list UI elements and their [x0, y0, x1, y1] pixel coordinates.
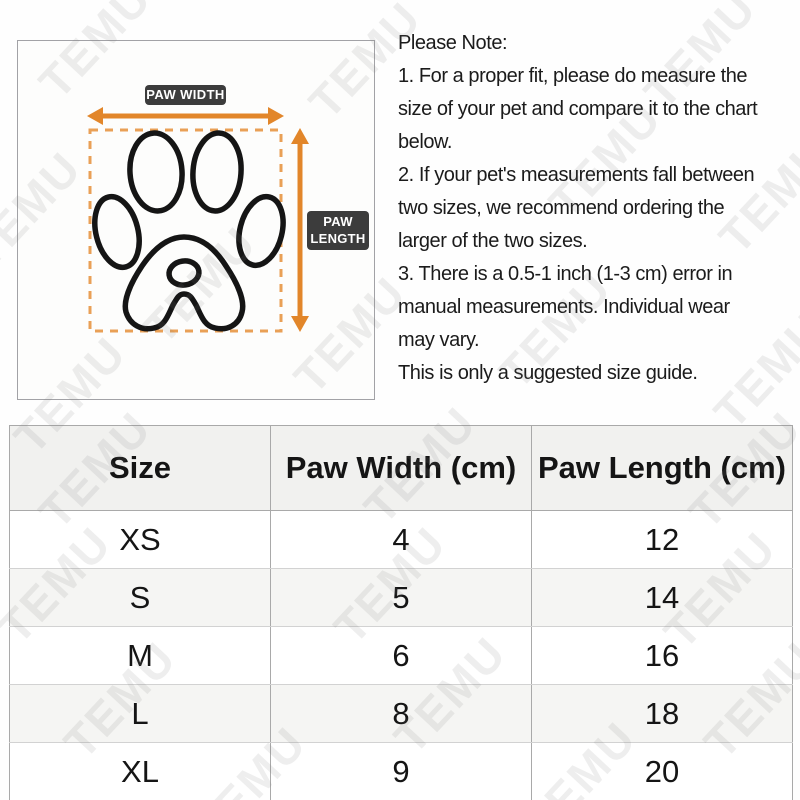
paw-print-illustration	[87, 107, 309, 333]
table-row-xs: XS 4 12	[9, 510, 793, 569]
paw-measurement-diagram: PAW WIDTH PAW LENGTH	[17, 40, 375, 400]
cell-paw-length: 14	[531, 568, 793, 627]
cell-paw-length: 16	[531, 626, 793, 685]
cell-size: XL	[9, 742, 271, 800]
note-line: 2. If your pet's measurements fall betwe…	[398, 164, 755, 186]
note-line: manual measurements. Individual wear	[398, 296, 730, 318]
cell-size: XS	[9, 510, 271, 569]
table-row-m: M 6 16	[9, 626, 793, 685]
note-line: This is only a suggested size guide.	[398, 362, 698, 384]
cell-size: S	[9, 568, 271, 627]
table-row-s: S 5 14	[9, 568, 793, 627]
paw-length-label-badge: PAW LENGTH	[307, 211, 369, 250]
note-section: Please Note: 1. For a proper fit, please…	[398, 27, 800, 390]
paw-width-arrow	[87, 107, 284, 125]
cell-paw-length: 20	[531, 742, 793, 800]
note-line: size of your pet and compare it to the c…	[398, 98, 758, 120]
size-chart-table: Size Paw Width (cm) Paw Length (cm) XS 4…	[9, 425, 793, 800]
paw-length-arrow	[291, 128, 309, 332]
cell-paw-length: 12	[531, 510, 793, 569]
cell-paw-length: 18	[531, 684, 793, 743]
cell-paw-width: 4	[270, 510, 532, 569]
note-line: two sizes, we recommend ordering the	[398, 197, 725, 219]
table-header-size: Size	[9, 425, 271, 511]
note-line: below.	[398, 131, 453, 153]
table-row-xl: XL 9 20	[9, 742, 793, 800]
cell-paw-width: 8	[270, 684, 532, 743]
table-header-paw-width: Paw Width (cm)	[270, 425, 532, 511]
note-line: larger of the two sizes.	[398, 230, 588, 252]
cell-paw-width: 5	[270, 568, 532, 627]
note-line: 1. For a proper fit, please do measure t…	[398, 65, 748, 87]
table-header-paw-length: Paw Length (cm)	[531, 425, 793, 511]
cell-size: M	[9, 626, 271, 685]
note-line: 3. There is a 0.5-1 inch (1-3 cm) error …	[398, 263, 733, 285]
table-row-l: L 8 18	[9, 684, 793, 743]
cell-paw-width: 6	[270, 626, 532, 685]
cell-size: L	[9, 684, 271, 743]
note-title: Please Note:	[398, 32, 508, 54]
paw-print	[92, 130, 286, 332]
paw-width-label-badge: PAW WIDTH	[145, 85, 226, 105]
table-header-row: Size Paw Width (cm) Paw Length (cm)	[9, 425, 793, 511]
cell-paw-width: 9	[270, 742, 532, 800]
note-line: may vary.	[398, 329, 480, 351]
